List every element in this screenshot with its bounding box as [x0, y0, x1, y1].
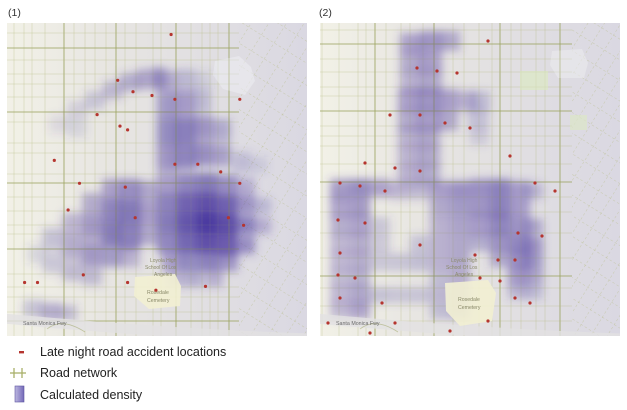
svg-text:School Of Los: School Of Los: [446, 265, 478, 271]
svg-text:Santa Monica Fwy: Santa Monica Fwy: [23, 321, 67, 327]
svg-text:Santa Monica Fwy: Santa Monica Fwy: [336, 321, 380, 327]
svg-text:Loyola High: Loyola High: [150, 258, 177, 264]
svg-text:Cemetery: Cemetery: [147, 298, 170, 304]
svg-text:Loyola High: Loyola High: [451, 258, 478, 264]
svg-text:Rosedale: Rosedale: [458, 297, 480, 303]
svg-text:Angeles: Angeles: [455, 272, 474, 278]
svg-text:Cemetery: Cemetery: [458, 305, 481, 311]
svg-text:Angeles: Angeles: [154, 272, 173, 278]
svg-text:School Of Los: School Of Los: [145, 265, 177, 271]
svg-text:Rosedale: Rosedale: [147, 290, 169, 296]
